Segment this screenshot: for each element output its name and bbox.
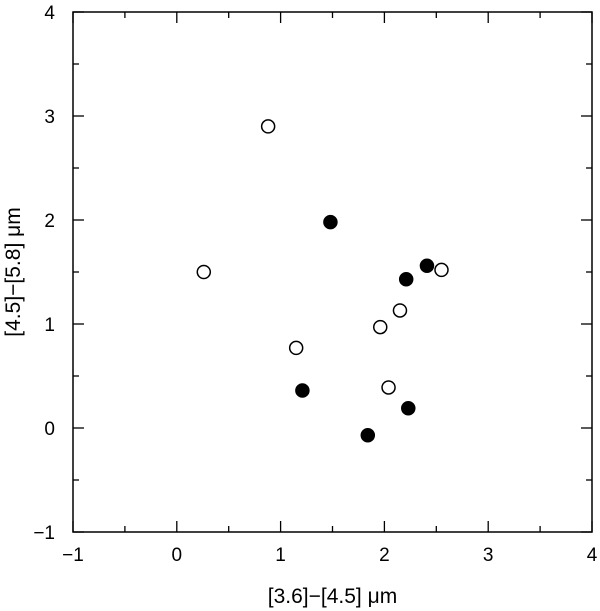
y-axis-label: [4.5]−[5.8] μm — [2, 207, 25, 336]
open-data-point — [392, 303, 408, 318]
x-tick-label: 2 — [379, 545, 390, 566]
data-points — [196, 119, 449, 443]
y-tick-label: 3 — [44, 107, 55, 128]
open-data-point — [381, 380, 396, 395]
y-tick-label: 2 — [44, 211, 55, 232]
x-tick-label: 0 — [172, 545, 183, 566]
open-data-point — [372, 319, 388, 335]
open-data-point — [288, 340, 304, 356]
y-tick-label: 1 — [44, 315, 55, 336]
open-data-point — [260, 119, 276, 134]
filled-data-point — [360, 428, 376, 443]
filled-data-point — [323, 214, 338, 230]
x-tick-label: 3 — [483, 545, 494, 566]
x-tick-label: 4 — [587, 545, 598, 566]
y-tick-label: 0 — [44, 419, 55, 440]
x-tick-label: −1 — [62, 545, 84, 566]
y-tick-label: 4 — [44, 3, 55, 24]
x-axis-label: [3.6]−[4.5] μm — [268, 585, 397, 608]
open-data-point — [434, 262, 449, 278]
x-tick-label: 1 — [275, 545, 286, 566]
filled-data-point — [401, 400, 416, 416]
filled-data-point — [295, 383, 310, 398]
axis-ticks — [72, 11, 593, 533]
filled-data-point — [419, 258, 435, 274]
plot-frame — [72, 11, 593, 533]
x-tick-labels: −1 0 1 2 3 4 — [62, 545, 598, 566]
filled-data-point — [398, 272, 414, 287]
y-tick-labels: −1 0 1 2 3 4 — [33, 3, 55, 544]
open-data-point — [196, 264, 212, 280]
y-tick-label: −1 — [33, 523, 55, 544]
